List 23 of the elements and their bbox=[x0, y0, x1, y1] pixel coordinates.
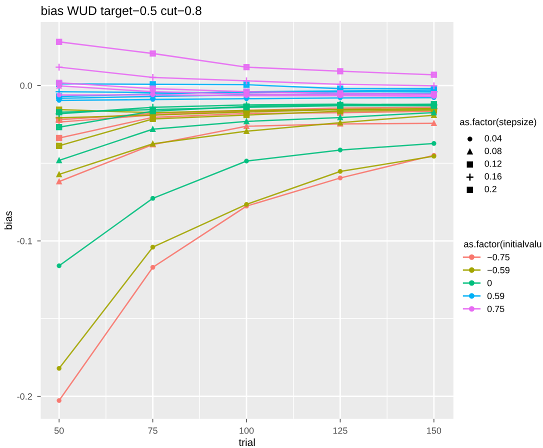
x-tick-label: 125 bbox=[333, 427, 348, 434]
x-tick-label: 100 bbox=[240, 427, 254, 434]
text: 0.08 bbox=[484, 148, 502, 154]
legend-title: as.factor(initialvalu bbox=[464, 240, 542, 250]
text: 0.12 bbox=[484, 160, 502, 167]
text: 0.2 bbox=[484, 186, 496, 192]
y-tick-label: -0.2 bbox=[17, 393, 32, 400]
text: 0.04 bbox=[484, 135, 502, 142]
legend-label: 0.75 bbox=[487, 306, 504, 312]
chart-title: bias WUD target−0.5 cut−0.8 bbox=[42, 6, 202, 18]
legend-label: −0.75 bbox=[488, 254, 510, 260]
text: 0.16 bbox=[484, 173, 502, 180]
x-tick-label: 50 bbox=[54, 427, 64, 434]
text: as.factor(stepsize) bbox=[460, 118, 536, 128]
legend-label: −0.59 bbox=[488, 266, 510, 274]
y-tick-label: -0.1 bbox=[17, 238, 32, 244]
legend-label: 0.59 bbox=[487, 292, 504, 300]
y-axis-title: bias bbox=[4, 211, 12, 230]
x-tick-label: 75 bbox=[148, 428, 158, 434]
y-tick-label: 0.0 bbox=[20, 82, 32, 89]
x-tick-label: 150 bbox=[427, 427, 442, 434]
legend-label: 0 bbox=[487, 280, 492, 286]
x-axis-title: trial bbox=[238, 438, 255, 446]
